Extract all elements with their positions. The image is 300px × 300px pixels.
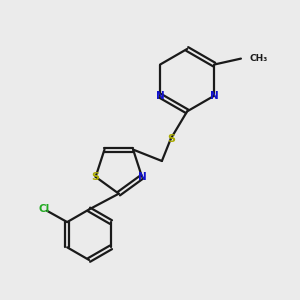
Text: N: N [156, 91, 164, 101]
Text: S: S [92, 172, 100, 182]
Text: N: N [138, 172, 146, 182]
Text: S: S [167, 134, 175, 144]
Text: N: N [210, 91, 219, 101]
Text: CH₃: CH₃ [249, 54, 268, 63]
Text: Cl: Cl [39, 204, 50, 214]
